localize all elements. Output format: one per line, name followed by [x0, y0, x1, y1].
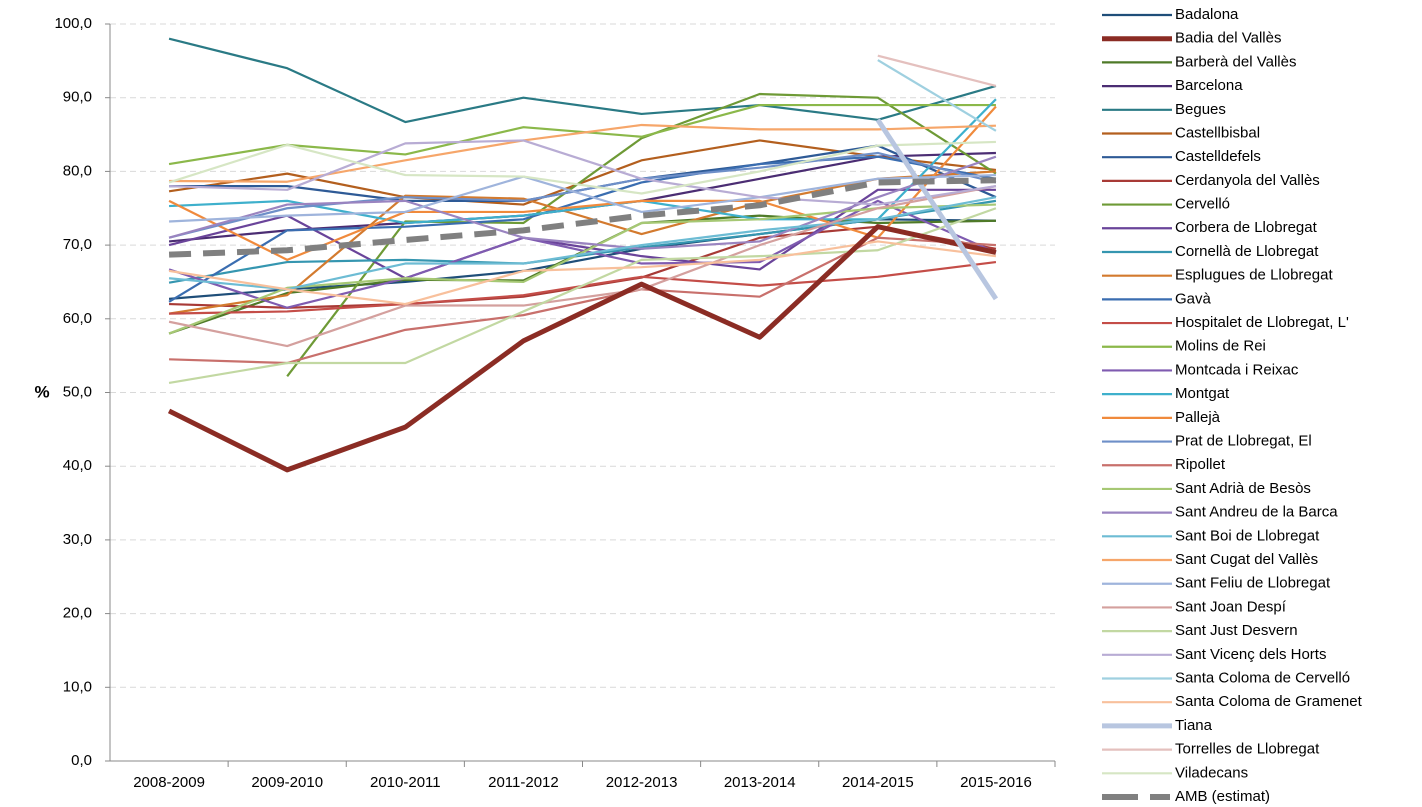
legend-label: Barcelona [1175, 77, 1243, 94]
series-line [168, 105, 997, 261]
y-tick-label: 80,0 [63, 162, 92, 179]
legend-label: Molins de Rei [1175, 338, 1266, 355]
y-tick-label: 10,0 [63, 678, 92, 695]
series-line [875, 118, 999, 301]
series-line [168, 196, 997, 291]
legend-label: Hospitalet de Llobregat, L' [1175, 314, 1349, 331]
legend-label: Esplugues de Llobregat [1175, 267, 1333, 284]
legend-label: Badia del Vallès [1175, 30, 1281, 47]
legend-label: Barberà del Vallès [1175, 53, 1296, 70]
y-tick-label: 30,0 [63, 531, 92, 548]
legend-label: Sant Boi de Llobregat [1175, 527, 1320, 544]
series-line [168, 37, 997, 124]
legend-label: Cervelló [1175, 196, 1230, 213]
series-line [168, 155, 997, 250]
series-line [169, 139, 997, 206]
y-tick-label: 40,0 [63, 457, 92, 474]
legend-label: Corbera de Llobregat [1175, 219, 1318, 236]
x-tick-label: 2010-2011 [370, 774, 441, 791]
y-tick-label: 90,0 [63, 89, 92, 106]
legend-label: Montcada i Reixac [1175, 361, 1299, 378]
y-tick-label: 70,0 [63, 236, 92, 253]
y-axis-label: % [34, 382, 49, 401]
legend-label: Gavà [1175, 290, 1212, 307]
x-tick-label: 2015-2016 [960, 774, 1032, 791]
legend-label: Sant Joan Despí [1175, 598, 1287, 615]
legend-label: Viladecans [1175, 764, 1248, 781]
series-line [168, 177, 996, 258]
series-line [169, 225, 997, 309]
x-tick-label: 2008-2009 [133, 774, 205, 791]
legend-label: Begues [1175, 101, 1226, 118]
legend-label: Sant Adrià de Besòs [1175, 480, 1311, 497]
legend-label: Santa Coloma de Cervelló [1175, 669, 1350, 686]
y-tick-label: 0,0 [71, 752, 92, 769]
series-line [169, 173, 996, 223]
legend-label: Santa Coloma de Gramenet [1175, 693, 1363, 710]
legend-label: Ripollet [1175, 456, 1226, 473]
series-line [168, 203, 996, 335]
y-tick-label: 50,0 [63, 383, 92, 400]
legend-label: Torrelles de Llobregat [1175, 741, 1320, 758]
series-line [168, 155, 997, 303]
legend-label: Sant Feliu de Llobregat [1175, 575, 1331, 592]
legend-label: Prat de Llobregat, El [1175, 433, 1312, 450]
legend-label: Pallejà [1175, 409, 1221, 426]
legend-label: AMB (estimat) [1175, 788, 1270, 805]
y-tick-label: 100,0 [54, 15, 92, 32]
series-line [877, 54, 997, 87]
series-line [168, 140, 996, 195]
x-tick-label: 2009-2010 [251, 774, 323, 791]
legend-label: Badalona [1175, 6, 1239, 23]
legend-label: Cerdanyola del Vallès [1175, 172, 1320, 189]
series-line [286, 92, 997, 377]
series-line [168, 207, 997, 385]
series-line [169, 123, 996, 183]
y-tick-label: 60,0 [63, 310, 92, 327]
x-tick-label: 2013-2014 [724, 774, 796, 791]
legend-label: Cornellà de Llobregat [1175, 243, 1319, 260]
legend-label: Castelldefels [1175, 148, 1261, 165]
legend-label: Sant Cugat del Vallès [1175, 551, 1318, 568]
series-line [167, 224, 997, 473]
legend-label: Sant Just Desvern [1175, 622, 1298, 639]
legend-label: Castellbisbal [1175, 124, 1260, 141]
y-tick-label: 20,0 [63, 605, 92, 622]
x-tick-label: 2011-2012 [488, 774, 559, 791]
legend-label: Tiana [1175, 717, 1213, 734]
x-tick-label: 2014-2015 [842, 774, 914, 791]
series-line [877, 59, 997, 132]
legend-label: Sant Vicenç dels Horts [1175, 646, 1326, 663]
legend-label: Sant Andreu de la Barca [1175, 504, 1338, 521]
series-line [168, 185, 997, 348]
series-line [168, 151, 997, 239]
legend-label: Montgat [1175, 385, 1230, 402]
x-tick-label: 2012-2013 [606, 774, 678, 791]
